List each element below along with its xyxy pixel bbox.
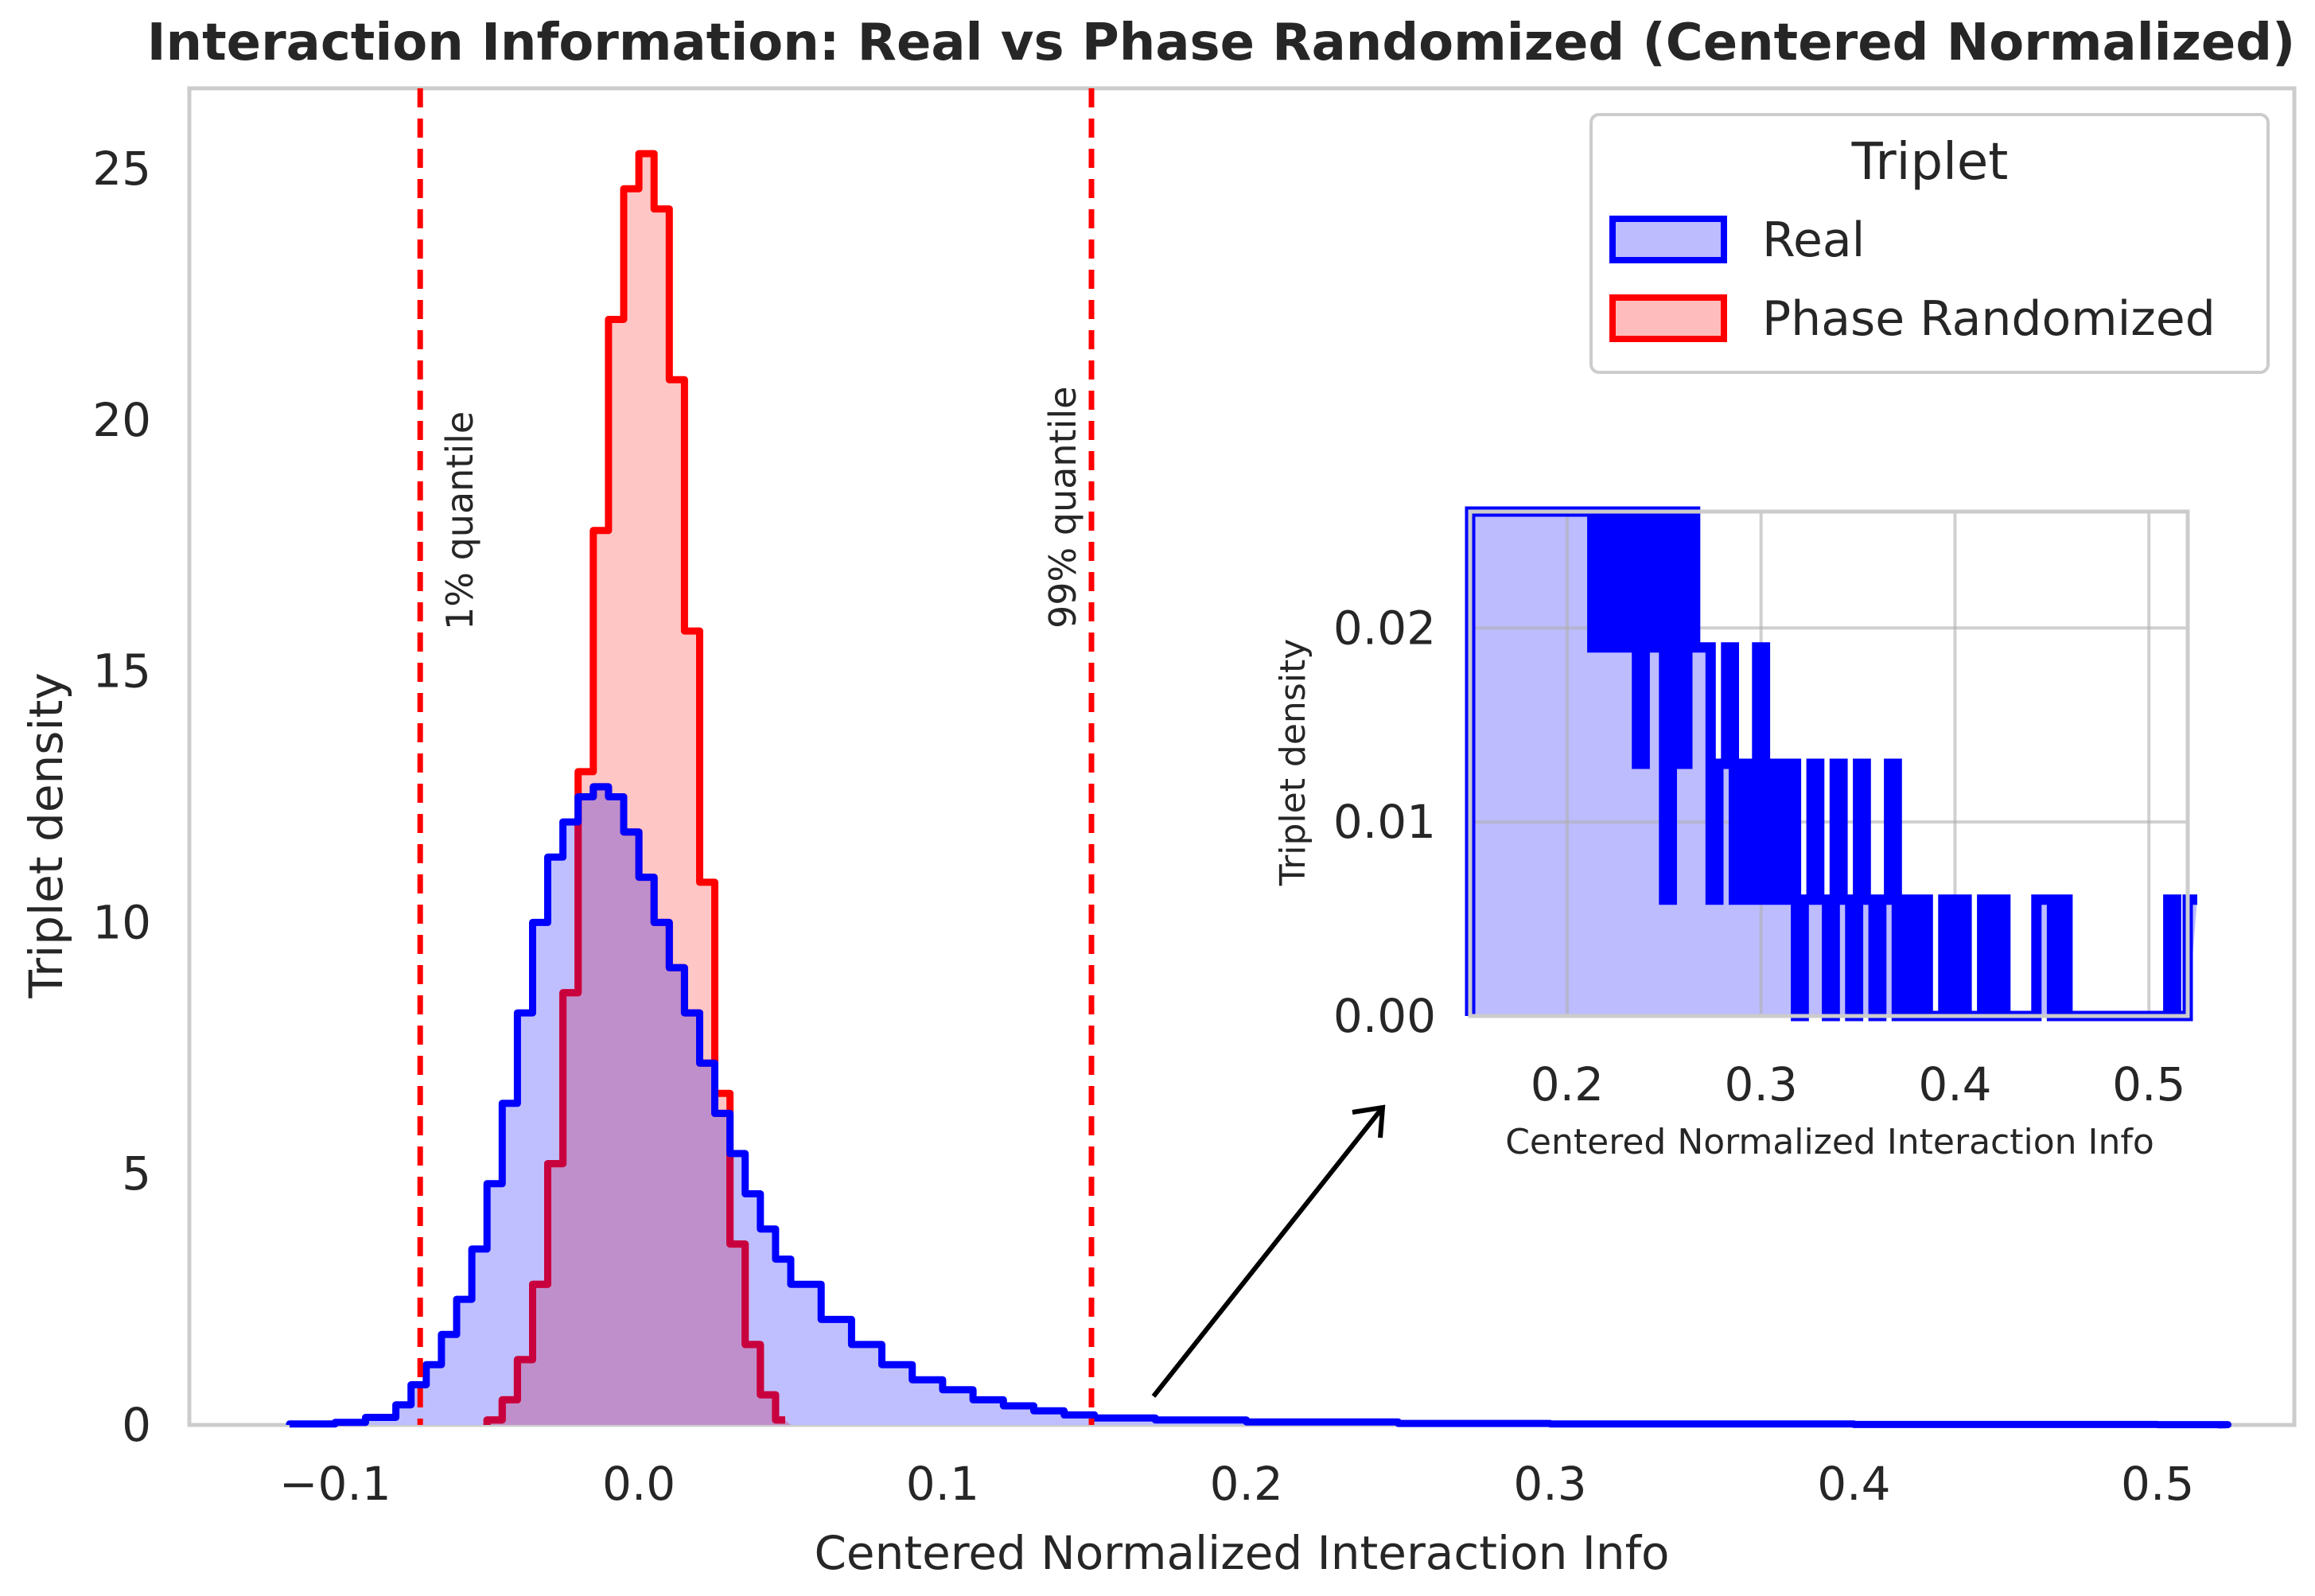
x-tick-label: 0.4 bbox=[1817, 1457, 1890, 1511]
inset-x-tick-label: 0.4 bbox=[1918, 1057, 1991, 1111]
x-tick-label: 0.2 bbox=[1210, 1457, 1283, 1511]
x-tick-label: 0.5 bbox=[2121, 1457, 2194, 1511]
inset-x-axis-label: Centered Normalized Interaction Info bbox=[1505, 1122, 2154, 1162]
chart-title: Interaction Information: Real vs Phase R… bbox=[147, 14, 2296, 72]
zoom-arrow-shaft bbox=[1151, 1106, 1385, 1398]
legend-swatch-real bbox=[1609, 216, 1727, 263]
inset-x-tick-label: 0.2 bbox=[1531, 1057, 1604, 1111]
y-tick-label: 25 bbox=[92, 142, 151, 196]
zoom-arrow bbox=[1151, 1104, 1386, 1398]
inset-y-tick-label: 0.02 bbox=[1333, 601, 1436, 655]
legend-title: Triplet bbox=[1851, 133, 2009, 192]
y-tick-label: 20 bbox=[92, 393, 151, 447]
inset-x-tick-label: 0.3 bbox=[1725, 1057, 1798, 1111]
quantile-1-label: 1% quantile bbox=[438, 411, 481, 630]
legend-swatch-phase bbox=[1609, 294, 1727, 342]
x-tick-label: 0.0 bbox=[602, 1457, 675, 1511]
legend-label-phase: Phase Randomized bbox=[1762, 291, 2216, 347]
zoom-arrow-head bbox=[1352, 1104, 1386, 1139]
y-axis-label: Triplet density bbox=[19, 672, 73, 998]
quantile-99-label: 99% quantile bbox=[1041, 387, 1084, 629]
y-tick-label: 15 bbox=[92, 644, 151, 699]
inset-plot: 0.2 0.3 0.4 0.5 0.00 0.01 0.02 bbox=[1333, 506, 2197, 1111]
inset-y-tick-label: 0.00 bbox=[1333, 989, 1436, 1043]
real-line bbox=[286, 783, 2231, 1429]
overlap-area bbox=[487, 786, 791, 1425]
inset-frame bbox=[1468, 509, 2190, 1018]
y-tick-label: 10 bbox=[92, 895, 151, 949]
x-tick-label: 0.3 bbox=[1513, 1457, 1586, 1511]
inset-y-axis-label: Triplet density bbox=[1273, 639, 1313, 887]
x-tick-label: 0.1 bbox=[906, 1457, 979, 1511]
x-axis-label: Centered Normalized Interaction Info bbox=[814, 1526, 1669, 1580]
real-area bbox=[290, 786, 2228, 1425]
main-plot: −0.1 0.0 0.1 0.2 0.3 0.4 0.5 0 5 10 15 20 25 bbox=[92, 88, 2231, 1511]
inset-y-tick-label: 0.01 bbox=[1333, 795, 1436, 849]
legend-frame bbox=[1589, 113, 2270, 374]
legend: Triplet Real Phase Randomized bbox=[1589, 113, 2270, 374]
y-tick-label: 0 bbox=[122, 1398, 151, 1452]
inset-x-tick-label: 0.5 bbox=[2112, 1057, 2185, 1111]
inset-real-area bbox=[1470, 512, 2197, 1016]
legend-label-real: Real bbox=[1762, 212, 1865, 268]
y-tick-label: 5 bbox=[122, 1146, 151, 1201]
x-tick-label: −0.1 bbox=[279, 1457, 391, 1511]
inset-real-line bbox=[1465, 506, 2197, 1022]
